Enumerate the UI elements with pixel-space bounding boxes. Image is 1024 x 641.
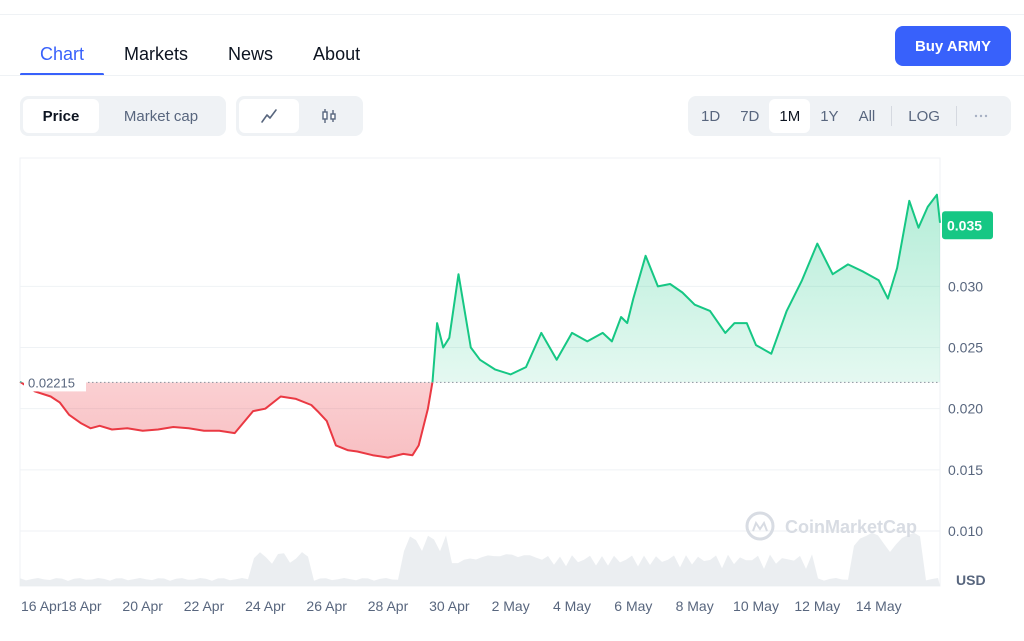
baseline-label: 0.02215 [24, 373, 86, 392]
area-below-baseline [20, 382, 940, 458]
x-tick-label: 18 Apr [61, 598, 102, 614]
section-tabs: Chart Markets News About [20, 30, 380, 76]
price-line-up [19, 193, 941, 383]
y-tick-label: 0.010 [948, 523, 983, 539]
chart-style-toggle [236, 96, 363, 136]
time-range-selector: 1D 7D 1M 1Y All LOG [688, 96, 1011, 136]
range-divider [955, 106, 957, 126]
watermark: CoinMarketCap [745, 511, 917, 541]
buy-button[interactable]: Buy ARMY [895, 26, 1011, 66]
x-tick-label: 22 Apr [184, 598, 225, 614]
tabs-divider [0, 75, 1024, 76]
y-tick-label: 0.030 [948, 278, 983, 294]
x-tick-label: 24 Apr [245, 598, 286, 614]
price-chart[interactable]: CoinMarketCap 0.02215 0.010 0.015 0.020 0.0… [0, 150, 1024, 641]
line-chart-icon [261, 109, 277, 123]
watermark-text: CoinMarketCap [785, 517, 917, 537]
price-option[interactable]: Price [23, 99, 99, 133]
x-tick-label: 30 Apr [429, 598, 470, 614]
more-options-button[interactable] [963, 99, 999, 133]
y-unit-label: USD [956, 572, 986, 588]
range-1m[interactable]: 1M [769, 99, 811, 133]
tab-news[interactable]: News [228, 44, 274, 64]
top-divider [0, 14, 1024, 15]
x-tick-label: 6 May [614, 598, 652, 614]
candlestick-icon [322, 109, 336, 123]
x-tick-label: 16 Apr [21, 598, 62, 614]
y-tick-label: 0.020 [948, 401, 983, 417]
tab-markets[interactable]: Markets [124, 44, 189, 64]
volume-silhouette [20, 532, 940, 586]
metric-toggle: Price Market cap [20, 96, 226, 136]
x-tick-label: 28 Apr [368, 598, 409, 614]
y-tick-label: 0.015 [948, 462, 983, 478]
candlestick-button[interactable] [299, 99, 359, 133]
market-cap-option[interactable]: Market cap [123, 107, 199, 125]
range-7d[interactable]: 7D [740, 107, 760, 125]
watermark-logo-mark [752, 520, 768, 532]
tab-chart[interactable]: Chart [20, 30, 105, 76]
watermark-logo-icon [745, 511, 775, 541]
price-line-down [19, 382, 434, 459]
baseline-label-text: 0.02215 [28, 375, 75, 390]
more-dots-icon [974, 114, 988, 118]
range-all[interactable]: All [858, 107, 876, 125]
y-tick-label: 0.025 [948, 340, 983, 356]
current-price-text: 0.035 [947, 217, 982, 233]
x-tick-label: 26 Apr [306, 598, 347, 614]
x-tick-label: 2 May [492, 598, 530, 614]
x-tick-label: 8 May [676, 598, 714, 614]
tab-about[interactable]: About [313, 44, 361, 64]
x-tick-label: 14 May [856, 598, 902, 614]
current-price-tag: 0.035 [942, 211, 993, 240]
range-1d[interactable]: 1D [701, 107, 721, 125]
x-tick-label: 10 May [733, 598, 779, 614]
x-tick-label: 20 Apr [122, 598, 163, 614]
range-divider [891, 106, 893, 126]
x-tick-label: 12 May [794, 598, 840, 614]
line-chart-button[interactable] [239, 99, 299, 133]
log-scale-button[interactable]: LOG [908, 107, 940, 125]
range-1y[interactable]: 1Y [820, 107, 839, 125]
x-tick-label: 4 May [553, 598, 591, 614]
area-above-baseline [20, 194, 940, 383]
